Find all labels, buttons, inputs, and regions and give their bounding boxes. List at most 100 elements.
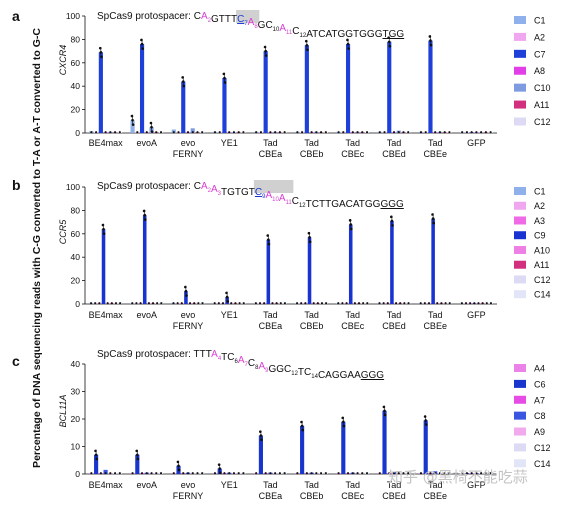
bar-c9: [390, 220, 394, 304]
category-label: Tad CBEd: [382, 310, 406, 331]
replicate-point: [266, 234, 270, 237]
category-label: GFP: [467, 138, 486, 148]
replicate-point: [337, 302, 340, 305]
bar-c9: [184, 291, 188, 304]
replicate-point: [113, 131, 117, 134]
legend-label: A11: [534, 100, 549, 110]
replicate-point: [475, 131, 478, 134]
category-label: evo FERNY: [173, 480, 204, 501]
category-label: Tad CBEa: [259, 310, 283, 331]
replicate-point: [382, 302, 385, 305]
replicate-point: [337, 131, 340, 134]
category-label: evoA: [137, 480, 158, 490]
legend-swatch-c7: [514, 49, 526, 58]
replicate-point: [142, 209, 146, 213]
bar-c9: [307, 237, 312, 304]
sequence-segment: A: [211, 184, 218, 195]
replicate-point: [213, 302, 216, 305]
replicate-point: [475, 472, 478, 475]
replicate-point: [176, 302, 179, 305]
replicate-point: [95, 457, 99, 461]
replicate-point: [155, 131, 158, 134]
category-label: BE4max: [89, 480, 124, 490]
replicate-point: [484, 131, 487, 134]
legend-label: C12: [534, 275, 551, 285]
replicate-point: [428, 35, 432, 38]
replicate-point: [423, 415, 427, 418]
replicate-point: [223, 472, 226, 475]
legend-swatch-c6: [514, 379, 526, 388]
replicate-point: [217, 302, 220, 305]
category-label: evoA: [137, 138, 158, 148]
replicate-point: [427, 302, 431, 305]
category-label: Tad CBEb: [300, 480, 324, 501]
replicate-point: [182, 472, 185, 475]
panel-letter: c: [12, 353, 20, 369]
replicate-point: [177, 131, 180, 134]
replicate-point: [144, 218, 147, 221]
figure-y-axis-label: Percentage of DNA sequencing reads with …: [31, 28, 43, 468]
replicate-point: [361, 472, 364, 475]
replicate-point: [100, 55, 103, 59]
replicate-point: [104, 131, 107, 134]
replicate-point: [489, 131, 492, 134]
replicate-point: [397, 131, 400, 134]
sequence-subscript: 9: [262, 194, 266, 200]
legend-swatch-c9: [514, 231, 526, 240]
replicate-point: [283, 302, 287, 305]
replicate-point: [140, 472, 144, 475]
replicate-point: [351, 472, 354, 475]
sequence-segment: TC: [298, 367, 311, 378]
replicate-point: [113, 472, 117, 475]
replicate-point: [145, 472, 148, 475]
legend-label: C10: [534, 83, 551, 93]
replicate-point: [106, 302, 109, 305]
replicate-point: [102, 232, 106, 235]
replicate-point: [172, 302, 175, 305]
sequence-segment: GC: [258, 20, 273, 31]
replicate-point: [448, 131, 451, 134]
replicate-point: [383, 131, 386, 134]
replicate-point: [177, 468, 181, 472]
replicate-point: [365, 472, 369, 475]
legend-swatch-c14: [514, 459, 526, 468]
replicate-point: [118, 131, 121, 134]
replicate-point: [99, 472, 102, 475]
replicate-point: [180, 302, 183, 305]
y-tick-label: 0: [75, 128, 80, 138]
replicate-point: [301, 428, 305, 432]
replicate-point: [263, 302, 266, 305]
replicate-point: [469, 302, 472, 305]
protospacer-sequence: SpCas9 protospacer: CA2A3TGTGTC9A10A11C1…: [97, 181, 404, 210]
replicate-point: [386, 302, 389, 305]
replicate-point: [365, 131, 369, 134]
replicate-point: [460, 302, 463, 305]
replicate-point: [259, 430, 262, 433]
replicate-point: [481, 302, 484, 305]
sequence-segment: A: [201, 11, 208, 22]
y-tick-label: 10: [71, 442, 81, 452]
category-label: Tad CBEa: [259, 480, 283, 501]
replicate-point: [242, 302, 245, 305]
replicate-point: [402, 472, 405, 475]
replicate-point: [155, 472, 158, 475]
category-label: Tad CBEb: [300, 138, 324, 159]
replicate-point: [201, 472, 204, 475]
replicate-point: [388, 472, 391, 475]
sequence-segment: A: [211, 349, 218, 360]
replicate-point: [489, 302, 493, 305]
sequence-subscript: 2: [208, 188, 212, 194]
replicate-point: [184, 285, 187, 289]
replicate-point: [394, 302, 398, 305]
replicate-point: [119, 302, 122, 305]
sequence-subscript: 4: [218, 356, 222, 362]
replicate-point: [185, 294, 188, 297]
legend-swatch-a11: [514, 260, 526, 269]
legend-swatch-c12: [514, 443, 526, 452]
bar-c7: [181, 81, 186, 133]
replicate-point: [219, 471, 222, 475]
replicate-point: [357, 302, 361, 305]
legend-swatch-a4: [514, 364, 526, 372]
replicate-point: [172, 131, 175, 134]
